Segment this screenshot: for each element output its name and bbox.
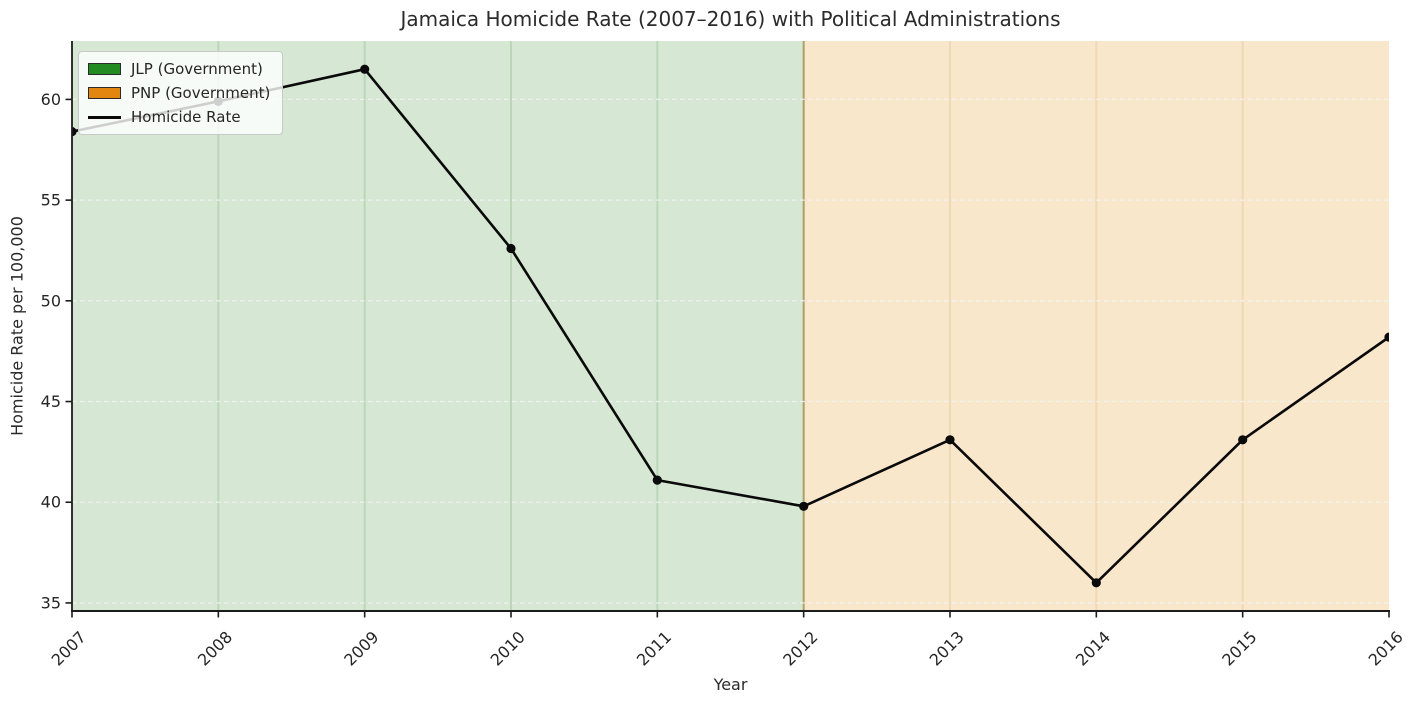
- x-tick-label-2010: 2010: [487, 627, 529, 669]
- x-tick-label-2013: 2013: [926, 627, 968, 669]
- legend-swatch-patch-icon: [88, 63, 121, 75]
- y-tick-label-35: 35: [41, 593, 61, 612]
- legend-swatch-patch-icon: [88, 87, 121, 99]
- legend-item-pnp-government: PNP (Government): [88, 83, 270, 103]
- chart-title: Jamaica Homicide Rate (2007–2016) with P…: [400, 7, 1061, 31]
- y-tick-label-40: 40: [41, 493, 61, 512]
- x-tick-label-2014: 2014: [1072, 627, 1114, 669]
- data-point-2013: [945, 435, 955, 445]
- x-axis-label: Year: [713, 675, 748, 694]
- x-tick-label-2015: 2015: [1218, 627, 1260, 669]
- legend-label: JLP (Government): [131, 60, 263, 78]
- data-point-2014: [1091, 578, 1101, 588]
- y-axis-label: Homicide Rate per 100,000: [7, 216, 27, 436]
- legend-label: PNP (Government): [131, 84, 271, 102]
- data-point-2015: [1238, 435, 1248, 445]
- legend-swatch-line-icon: [88, 115, 121, 119]
- legend-item-homicide-rate: Homicide Rate: [88, 107, 270, 127]
- x-tick-label-2012: 2012: [779, 627, 821, 669]
- data-point-2012: [799, 501, 809, 511]
- y-tick-label-60: 60: [41, 90, 61, 109]
- legend-item-jlp-government: JLP (Government): [88, 59, 270, 79]
- homicide-rate-line: [72, 67, 1389, 585]
- data-point-2007: [72, 127, 77, 137]
- legend: JLP (Government) PNP (Government) Homicide…: [78, 51, 284, 135]
- x-tick-label-2011: 2011: [633, 627, 675, 669]
- x-tick-label-2008: 2008: [194, 627, 236, 669]
- y-tick-label-45: 45: [41, 392, 61, 411]
- x-tick-label-2009: 2009: [340, 627, 382, 669]
- data-point-2010: [506, 243, 516, 254]
- band-jlp: [72, 41, 804, 611]
- data-point-2016: [1384, 332, 1389, 342]
- data-point-2011: [652, 475, 662, 485]
- legend-label: Homicide Rate: [131, 108, 241, 126]
- x-tick-label-2016: 2016: [1365, 627, 1407, 669]
- x-tick-label-2007: 2007: [48, 627, 90, 669]
- y-tick-label-50: 50: [41, 291, 61, 310]
- y-tick-label-55: 55: [41, 191, 61, 210]
- data-point-2009: [360, 64, 370, 74]
